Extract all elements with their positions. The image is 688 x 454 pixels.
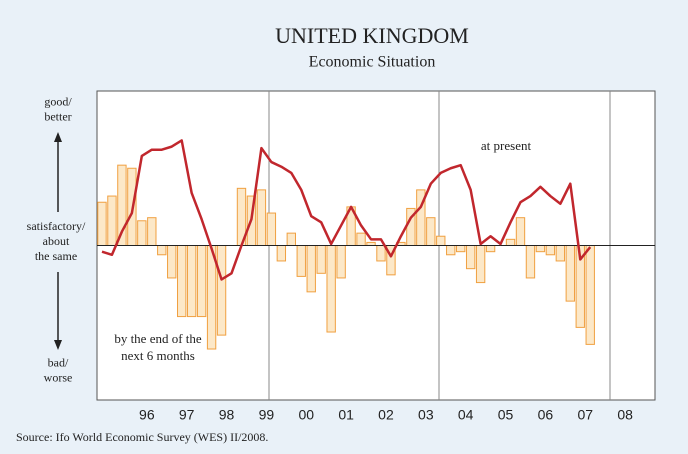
bar <box>316 245 326 274</box>
bar <box>186 245 197 318</box>
x-tick-label: 02 <box>378 407 394 423</box>
arrow-head <box>54 340 62 350</box>
bar <box>256 189 267 247</box>
bar <box>505 238 516 247</box>
bar <box>306 245 316 293</box>
x-tick-label: 01 <box>338 407 354 423</box>
bar <box>107 195 117 246</box>
annotation: by the end of the <box>114 331 202 346</box>
y-label: good/ <box>44 94 72 108</box>
bar <box>216 245 227 336</box>
bar <box>266 212 277 246</box>
bar <box>326 245 336 333</box>
y-label: bad/ <box>48 355 69 369</box>
chart-title: UNITED KINGDOM <box>275 23 469 48</box>
bar <box>585 245 595 345</box>
bar <box>545 245 556 256</box>
line <box>101 139 592 281</box>
bar <box>167 245 177 279</box>
bar <box>485 245 496 253</box>
y-label: about <box>43 234 70 248</box>
bar <box>465 245 476 270</box>
bar <box>515 217 526 247</box>
x-tick-label: 08 <box>617 407 633 423</box>
bar <box>336 245 346 279</box>
y-label: better <box>44 109 71 123</box>
x-tick-label: 97 <box>179 407 195 423</box>
source: Source: Ifo World Economic Survey (WES) … <box>16 430 268 444</box>
x-tick-label: 98 <box>219 407 235 423</box>
y-label: the same <box>35 249 77 263</box>
bar <box>296 245 306 277</box>
x-tick-label: 03 <box>418 407 434 423</box>
bar <box>446 245 456 256</box>
annotation: next 6 months <box>121 348 195 363</box>
bar <box>565 245 575 302</box>
bar <box>137 220 147 246</box>
x-tick-label: 06 <box>538 407 554 423</box>
bar <box>525 245 536 279</box>
x-tick-label: 07 <box>577 407 593 423</box>
bar <box>147 217 157 247</box>
bar <box>177 245 187 318</box>
x-tick-label: 00 <box>298 407 314 423</box>
bar <box>196 245 207 318</box>
arrow-head <box>54 132 62 142</box>
bar <box>276 245 287 262</box>
x-tick-label: 99 <box>259 407 275 423</box>
bar <box>286 232 296 246</box>
bar <box>475 245 486 284</box>
x-tick-label: 96 <box>139 407 155 423</box>
bar <box>535 245 546 253</box>
bar <box>356 232 366 246</box>
bar <box>426 217 436 247</box>
x-tick-label: 04 <box>458 407 474 423</box>
bar <box>376 245 386 262</box>
bar <box>436 235 446 246</box>
x-tick-label: 05 <box>498 407 514 423</box>
chart-subtitle: Economic Situation <box>309 54 436 71</box>
bar <box>157 245 167 256</box>
bar <box>456 245 466 253</box>
bar <box>555 245 566 262</box>
annotation: at present <box>481 138 532 153</box>
bar <box>97 201 107 247</box>
y-label: worse <box>44 370 73 384</box>
y-label: satisfactory/ <box>27 219 86 233</box>
